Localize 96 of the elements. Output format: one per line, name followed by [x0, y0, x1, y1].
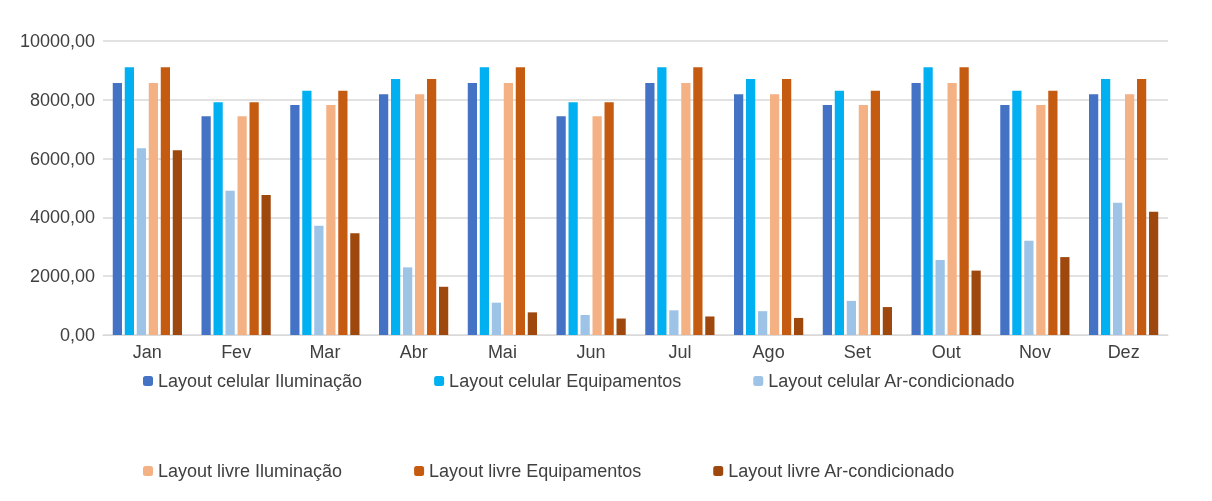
- bar: [467, 83, 477, 335]
- bar: [427, 78, 437, 335]
- x-tick-label: Jan: [132, 342, 162, 362]
- y-tick-label: 6000,00: [29, 148, 95, 169]
- x-tick-label: Out: [931, 342, 961, 362]
- bar: [580, 315, 590, 335]
- x-tick-label: Ago: [752, 342, 785, 362]
- bar: [124, 67, 134, 335]
- bar: [746, 78, 756, 335]
- bar: [1024, 240, 1034, 335]
- bar: [971, 270, 981, 335]
- bar: [911, 83, 921, 335]
- bar: [439, 286, 449, 335]
- x-tick-label: Mar: [309, 342, 341, 362]
- bar: [834, 90, 844, 335]
- legend-label: Layout celular Iluminação: [158, 371, 363, 391]
- legend-label: Layout celular Ar-condicionado: [768, 371, 1015, 391]
- bar: [592, 116, 602, 335]
- bar: [616, 318, 626, 335]
- bar: [794, 317, 804, 335]
- bar: [782, 78, 792, 335]
- bar: [923, 67, 933, 335]
- bar: [935, 260, 945, 335]
- bar: [1048, 90, 1058, 335]
- legend-label: Layout livre Iluminação: [158, 461, 343, 481]
- bar: [213, 102, 223, 335]
- bar: [479, 67, 489, 335]
- x-tick-label: Jun: [576, 342, 606, 362]
- bar: [160, 67, 170, 335]
- x-tick-label: Abr: [399, 342, 428, 362]
- bar: [515, 67, 525, 335]
- bar: [858, 105, 868, 335]
- bar: [290, 105, 300, 335]
- bar: [136, 148, 146, 335]
- bar: [350, 233, 360, 335]
- bar: [669, 310, 679, 335]
- y-tick-label: 10000,00: [19, 31, 95, 51]
- bar: [693, 67, 703, 335]
- bar: [415, 94, 425, 335]
- bar: [261, 195, 271, 335]
- bar: [503, 83, 513, 335]
- bar: [1125, 94, 1135, 335]
- bar: [681, 83, 691, 335]
- legend-label: Layout celular Equipamentos: [449, 371, 682, 391]
- bar: [846, 300, 856, 335]
- bar: [379, 94, 389, 335]
- bar: [556, 116, 566, 335]
- bar: [947, 83, 957, 335]
- bar: [237, 116, 247, 335]
- bar: [870, 90, 880, 335]
- bar: [314, 225, 324, 335]
- bar: [604, 102, 614, 335]
- x-tick-label: Dez: [1107, 342, 1140, 362]
- y-tick-label: 8000,00: [29, 89, 95, 110]
- bar: [403, 267, 413, 335]
- bar: [1089, 94, 1099, 335]
- bar: [1060, 257, 1070, 335]
- bar: [758, 311, 768, 335]
- bar: [568, 102, 578, 335]
- bar: [959, 67, 969, 335]
- bar: [657, 67, 667, 335]
- x-tick-label: Nov: [1018, 342, 1051, 362]
- bar: [326, 105, 336, 335]
- bar: [734, 94, 744, 335]
- bar: [1149, 211, 1159, 335]
- bar: [770, 94, 780, 335]
- y-tick-label: 4000,00: [29, 207, 95, 228]
- bar: [201, 116, 211, 335]
- bar: [391, 78, 401, 335]
- x-tick-label: Set: [843, 342, 871, 362]
- y-tick-label: 0,00: [59, 325, 95, 345]
- bar: [112, 83, 122, 335]
- bar: [705, 316, 715, 335]
- y-tick-label: 2000,00: [29, 266, 95, 287]
- bar: [822, 105, 832, 335]
- legend-label: Layout livre Equipamentos: [429, 461, 642, 481]
- bar: [491, 302, 501, 335]
- bar: [1036, 105, 1046, 335]
- bar: [645, 83, 655, 335]
- bar: [1101, 78, 1111, 335]
- bar: [882, 307, 892, 335]
- bar: [1012, 90, 1022, 335]
- bar: [249, 102, 259, 335]
- bar: [225, 190, 235, 335]
- bar: [527, 312, 537, 335]
- bar: [1137, 78, 1147, 335]
- bar: [1000, 105, 1010, 335]
- legend-label: Layout livre Ar-condicionado: [728, 461, 955, 481]
- bar: [338, 90, 348, 335]
- x-tick-label: Jul: [668, 342, 692, 362]
- bar: [148, 83, 158, 335]
- x-tick-label: Fev: [221, 342, 252, 362]
- bar: [302, 90, 312, 335]
- bar: [1113, 202, 1123, 335]
- bar: [172, 150, 182, 335]
- x-tick-label: Mai: [487, 342, 517, 362]
